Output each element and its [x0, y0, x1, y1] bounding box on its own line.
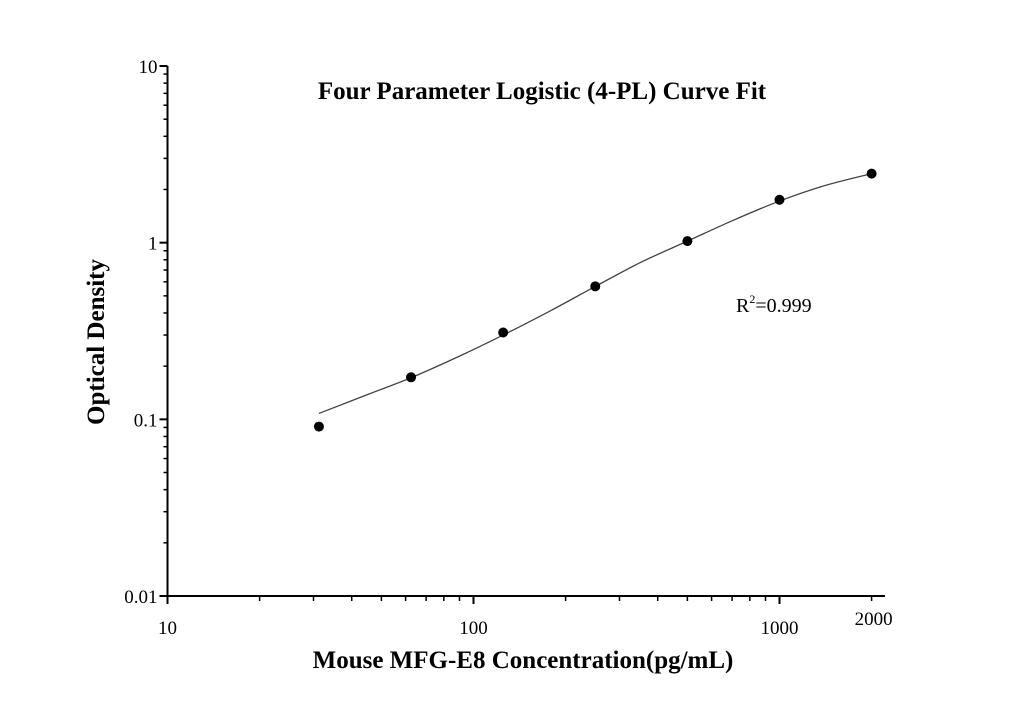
x-tick-label: 1000 — [761, 618, 799, 639]
x-axis-title: Mouse MFG-E8 Concentration(pg/mL) — [313, 647, 734, 674]
data-point — [682, 236, 693, 247]
r-squared-annotation: R2=0.999 — [736, 292, 812, 317]
data-point — [590, 281, 601, 292]
data-point — [866, 168, 877, 179]
x-tick-label: 2000 — [855, 609, 893, 630]
y-axis-title: Optical Density — [83, 259, 110, 425]
data-point — [498, 327, 509, 338]
axes: 10 100 1000 2000 0.01 0.1 1 10 — [124, 57, 892, 639]
y-tick-label: 1 — [148, 234, 158, 255]
r-squared-base: R — [736, 295, 750, 317]
x-tick-label: 10 — [158, 618, 177, 639]
data-point — [313, 421, 324, 432]
x-tick-label: 100 — [459, 618, 488, 639]
r-squared-superscript: 2 — [749, 292, 755, 306]
data-point — [406, 372, 417, 383]
y-tick-label: 10 — [139, 57, 158, 78]
r-squared-value: =0.999 — [755, 295, 811, 317]
chart-title: Four Parameter Logistic (4-PL) Curve Fit — [318, 78, 767, 105]
plot-marks — [313, 168, 877, 432]
y-tick-label: 0.01 — [124, 587, 157, 608]
fit-curve — [318, 172, 872, 415]
data-point — [774, 194, 785, 205]
y-tick-label: 0.1 — [134, 410, 158, 431]
